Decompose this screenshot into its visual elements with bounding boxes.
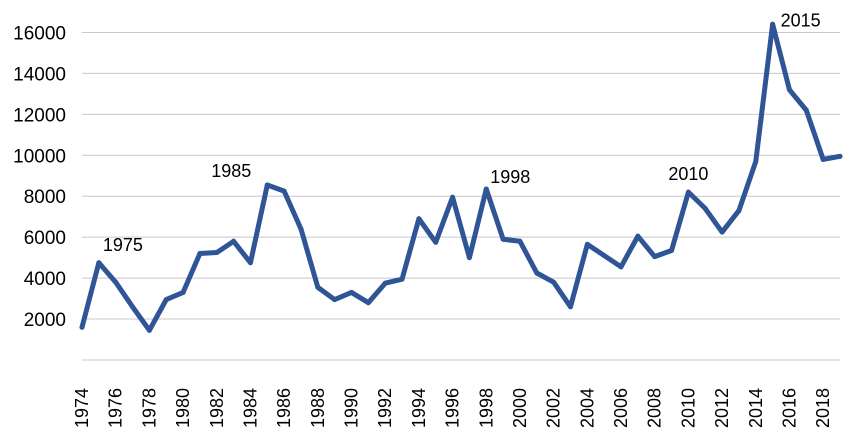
y-tick-label: 12000 [13,105,66,126]
y-tick-label: 8000 [24,187,66,208]
y-tick-label: 10000 [13,146,66,167]
y-tick-label: 4000 [24,269,66,290]
data-point-1986 [281,188,287,194]
data-point-1975 [96,260,102,266]
series-line-0 [79,21,843,333]
data-point-1980 [180,289,186,295]
data-point-2005 [601,253,607,259]
data-point-1992 [382,280,388,286]
x-tick-label: 1978 [139,388,159,428]
x-tick-label: 1976 [106,388,126,428]
data-point-1988 [315,284,321,290]
data-point-1985 [264,182,270,188]
data-point-1994 [416,216,422,222]
data-point-1981 [197,251,203,257]
x-tick-label: 2000 [510,388,530,428]
data-point-2003 [567,304,573,310]
data-point-2015 [770,21,776,27]
data-point-1995 [433,239,439,245]
y-axis: 2000 4000 6000 8000 10000 12000 14000 16000 [13,23,66,331]
x-tick-label: 2010 [678,388,698,428]
x-tick-label: 2004 [577,388,597,428]
data-point-1979 [163,297,169,303]
data-point-1991 [365,300,371,306]
data-point-2001 [534,270,540,276]
y-tick-label: 14000 [13,64,66,85]
x-tick-label: 1974 [72,388,92,428]
data-point-2018 [820,156,826,162]
x-tick-label: 1998 [476,388,496,428]
data-point-1989 [332,297,338,303]
data-point-2009 [669,247,675,253]
y-tick-label: 16000 [13,23,66,44]
annotation-label: 2015 [781,10,821,30]
data-point-1990 [349,289,355,295]
annotation-label: 2010 [668,164,708,184]
data-point-2012 [719,229,725,235]
x-tick-label: 2014 [746,388,766,428]
data-point-1987 [298,226,304,232]
data-point-1978 [146,327,152,333]
data-point-2016 [786,87,792,93]
x-tick-label: 2016 [779,388,799,428]
y-tick-label: 2000 [24,310,66,331]
annotations: 1975 1985 1998 2010 2015 [103,10,821,254]
x-tick-label: 1988 [308,388,328,428]
data-point-1977 [130,304,136,310]
x-tick-label: 2012 [712,388,732,428]
data-point-1999 [500,236,506,242]
data-point-1984 [247,260,253,266]
x-tick-label: 1980 [173,388,193,428]
data-point-2006 [618,264,624,270]
data-point-2000 [517,238,523,244]
series [79,21,843,333]
x-axis: 1974 1976 1978 1980 1982 1984 1986 1988 1990 1992… [72,388,833,428]
x-tick-label: 1996 [443,388,463,428]
data-point-2008 [652,254,658,260]
data-point-1998 [483,186,489,192]
data-point-1983 [231,238,237,244]
x-tick-label: 2006 [611,388,631,428]
data-point-1996 [450,194,456,200]
x-tick-label: 1992 [375,388,395,428]
data-point-2017 [803,107,809,113]
x-tick-label: 2008 [645,388,665,428]
data-point-2007 [635,233,641,239]
data-point-1976 [113,279,119,285]
data-point-2011 [702,206,708,212]
x-tick-label: 2018 [813,388,833,428]
x-tick-label: 1982 [207,388,227,428]
data-point-1993 [399,276,405,282]
data-point-1997 [466,255,472,261]
annotation-label: 1975 [103,235,143,255]
x-tick-label: 1994 [409,388,429,428]
annotation-label: 1998 [490,167,530,187]
data-point-1974 [79,324,85,330]
annotation-label: 1985 [211,161,251,181]
data-point-2004 [584,241,590,247]
data-point-2019 [837,153,843,159]
x-tick-label: 2002 [544,388,564,428]
data-point-2010 [685,189,691,195]
x-tick-label: 1986 [274,388,294,428]
data-point-2013 [736,208,742,214]
gridlines [82,31,840,361]
x-tick-label: 1990 [342,388,362,428]
data-point-2014 [753,158,759,164]
data-point-2002 [551,279,557,285]
x-tick-label: 1984 [240,388,260,428]
y-tick-label: 6000 [24,228,66,249]
data-point-1982 [214,250,220,256]
